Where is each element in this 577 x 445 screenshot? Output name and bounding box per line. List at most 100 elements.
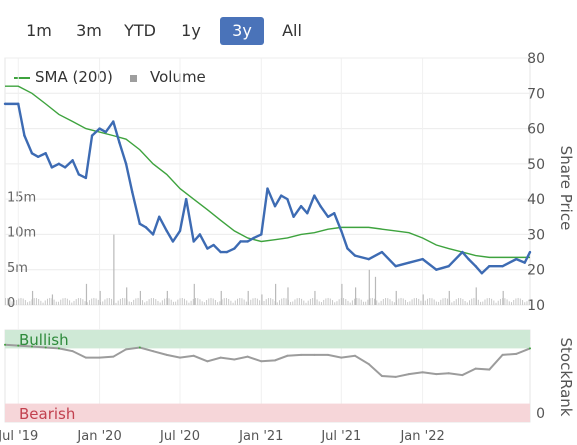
range-button-3y[interactable]: 3y (220, 17, 264, 45)
volume-bar (265, 299, 267, 305)
volume-bar (332, 300, 334, 305)
volume-bar (82, 299, 84, 305)
volume-bar (355, 287, 357, 305)
volume-bar (130, 301, 132, 305)
share-price-point (367, 257, 370, 261)
volume-bar (343, 298, 345, 305)
volume-bar (469, 300, 471, 305)
volume-bar (5, 298, 6, 305)
volume-bar (448, 290, 450, 305)
share-price-point (252, 236, 256, 240)
volume-bar (427, 298, 429, 305)
share-price-point (3, 102, 7, 106)
volume-bar (398, 298, 400, 305)
share-price-point (178, 229, 182, 233)
volume-bar (528, 299, 530, 305)
volume-bar (368, 269, 370, 305)
volume-bar (281, 298, 283, 305)
range-button-1y[interactable]: 1y (181, 21, 201, 40)
volume-bar (86, 302, 88, 305)
volume-bar (486, 298, 488, 305)
volume-bar (16, 299, 18, 305)
stockrank-point (125, 348, 128, 351)
volume-bar (338, 299, 340, 305)
volume-bar (360, 299, 362, 305)
volume-bar (73, 300, 75, 305)
share-price-point (158, 215, 161, 218)
volume-bar (239, 297, 241, 305)
volume-bar (225, 298, 227, 305)
volume-bar (278, 300, 280, 305)
volume-bar (197, 298, 199, 305)
volume-bar (493, 300, 495, 305)
volume-bar (150, 298, 152, 305)
volume-bar (250, 299, 252, 305)
volume-bar (290, 301, 292, 305)
stockrank-point (340, 356, 343, 359)
stockrank-point (44, 346, 47, 349)
volume-bar (133, 299, 135, 305)
stockrank-point (30, 345, 33, 348)
volume-bar (104, 299, 106, 305)
share-price-line (5, 102, 532, 275)
range-button-ytd[interactable]: YTD (124, 21, 156, 40)
volume-bar (106, 298, 108, 305)
share-price-point (198, 233, 202, 236)
volume-bar (354, 298, 356, 305)
stockrank-point (274, 359, 277, 362)
x-tick-label: Jan '21 (238, 429, 283, 444)
volume-bar (475, 287, 477, 305)
sma-legend-label: SMA (200) (35, 68, 113, 86)
volume-bar (275, 283, 277, 305)
range-button-all[interactable]: All (282, 21, 302, 40)
share-price-point (184, 197, 188, 201)
volume-bar (367, 299, 369, 305)
stockrank-point (138, 346, 141, 349)
volume-bar (60, 299, 62, 305)
volume-bar (358, 298, 360, 305)
volume-bar (190, 300, 192, 305)
volume-bar (435, 301, 437, 305)
stockrank-point (421, 371, 424, 374)
volume-bar (241, 298, 243, 305)
share-price-axis-title: Share Price (557, 146, 575, 231)
volume-bar (126, 287, 128, 305)
range-button-1m[interactable]: 1m (26, 21, 52, 40)
volume-bar (341, 283, 343, 305)
volume-bar (11, 301, 13, 305)
volume-bar (62, 298, 64, 305)
volume-bar (217, 302, 219, 305)
volume-bar (186, 300, 188, 305)
stockrank-point (501, 353, 504, 356)
volume-bar (376, 300, 378, 305)
volume-bar (488, 297, 490, 305)
volume-bar (153, 298, 155, 305)
volume-bar (526, 301, 528, 305)
volume-bar (201, 301, 203, 305)
volume-bar (283, 297, 285, 305)
volume-bar (298, 298, 300, 305)
x-tick-label: Jul '19 (0, 429, 38, 444)
stockrank-point (407, 373, 410, 376)
volume-bar (356, 297, 358, 305)
price-panel-frame (4, 57, 531, 306)
stockrank-point (152, 350, 155, 353)
volume-bar (438, 301, 440, 305)
volume-bar (305, 302, 307, 305)
volume-bar (307, 300, 309, 305)
x-tick-label: Jan '22 (399, 429, 444, 444)
volume-tick-label: 0 (7, 296, 15, 311)
share-price-point (77, 173, 81, 176)
volume-bar (451, 302, 453, 305)
range-button-3m[interactable]: 3m (76, 21, 102, 40)
volume-bar (199, 299, 201, 305)
volume-bar (254, 297, 256, 305)
volume-bar (203, 302, 205, 305)
volume-bar (380, 300, 382, 305)
stockrank-point (447, 372, 450, 375)
share-price-point (346, 247, 349, 250)
price-tick-label: 60 (527, 122, 545, 138)
share-price-point (57, 162, 61, 166)
volume-bar (71, 302, 73, 305)
